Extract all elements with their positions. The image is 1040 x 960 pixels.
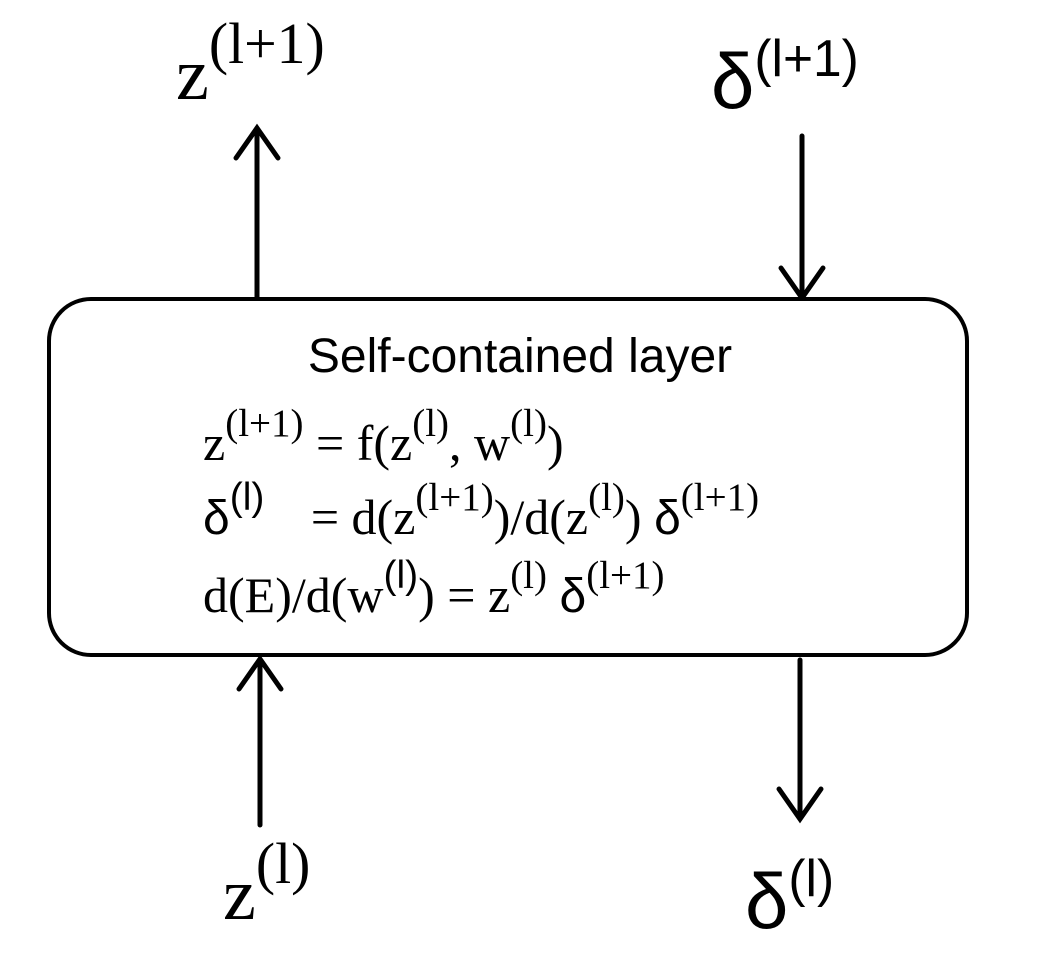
input-z-arrow-icon [236, 654, 284, 828]
gradient-equation: d(E)/d(w(l)) = z(l) δ(l+1) [203, 553, 665, 623]
output-z-arrow-icon [233, 123, 281, 300]
output-delta-arrow-icon [776, 657, 824, 824]
layer-title: Self-contained layer [307, 330, 733, 383]
label-delta-l-plus-1: δ(l+1) [711, 29, 859, 125]
label-delta-l: δ(l) [745, 849, 835, 945]
backward-equation: δ(l) = d(z(l+1))/d(z(l)) δ(l+1) [203, 475, 760, 545]
label-z-l-plus-1: z(l+1) [176, 13, 325, 116]
layer-box [47, 297, 969, 657]
incoming-delta-arrow-icon [778, 133, 826, 303]
label-z-l: z(l) [223, 833, 311, 936]
forward-equation: z(l+1) = f(z(l), w(l)) [203, 401, 564, 471]
